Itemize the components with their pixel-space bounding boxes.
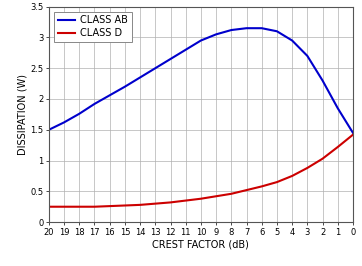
CLASS D (199, 197, 203, 200)
Legend: CLASS AB, CLASS D: CLASS AB, CLASS D (54, 11, 132, 42)
CLASS AB (138, 76, 142, 79)
CLASS D (184, 199, 188, 202)
CLASS D (336, 146, 340, 149)
CLASS D (138, 203, 142, 206)
X-axis label: CREST FACTOR (dB): CREST FACTOR (dB) (152, 239, 249, 250)
CLASS D (260, 185, 264, 188)
CLASS AB (305, 54, 310, 57)
CLASS AB (290, 39, 294, 42)
CLASS AB (123, 85, 127, 88)
CLASS D (108, 205, 112, 208)
CLASS AB (92, 102, 97, 106)
CLASS AB (77, 112, 81, 115)
CLASS D (351, 133, 355, 136)
CLASS AB (351, 131, 355, 134)
CLASS AB (275, 30, 279, 33)
CLASS D (290, 174, 294, 177)
CLASS AB (153, 66, 157, 70)
CLASS D (47, 205, 51, 208)
CLASS AB (168, 57, 173, 61)
CLASS D (320, 157, 325, 160)
Y-axis label: DISSIPATION (W): DISSIPATION (W) (17, 74, 27, 155)
CLASS AB (320, 79, 325, 82)
CLASS D (92, 205, 97, 208)
CLASS AB (336, 107, 340, 110)
CLASS AB (244, 27, 249, 30)
CLASS AB (184, 48, 188, 51)
Line: CLASS AB: CLASS AB (49, 28, 353, 133)
Line: CLASS D: CLASS D (49, 135, 353, 207)
CLASS D (305, 166, 310, 169)
CLASS D (62, 205, 66, 208)
CLASS D (275, 181, 279, 184)
CLASS D (214, 195, 218, 198)
CLASS AB (62, 121, 66, 124)
CLASS AB (108, 94, 112, 97)
CLASS D (229, 192, 233, 196)
CLASS AB (199, 39, 203, 42)
CLASS D (77, 205, 81, 208)
CLASS AB (229, 28, 233, 32)
CLASS AB (47, 128, 51, 131)
CLASS D (153, 202, 157, 205)
CLASS D (244, 189, 249, 192)
CLASS AB (214, 33, 218, 36)
CLASS D (168, 201, 173, 204)
CLASS AB (260, 27, 264, 30)
CLASS D (123, 204, 127, 207)
